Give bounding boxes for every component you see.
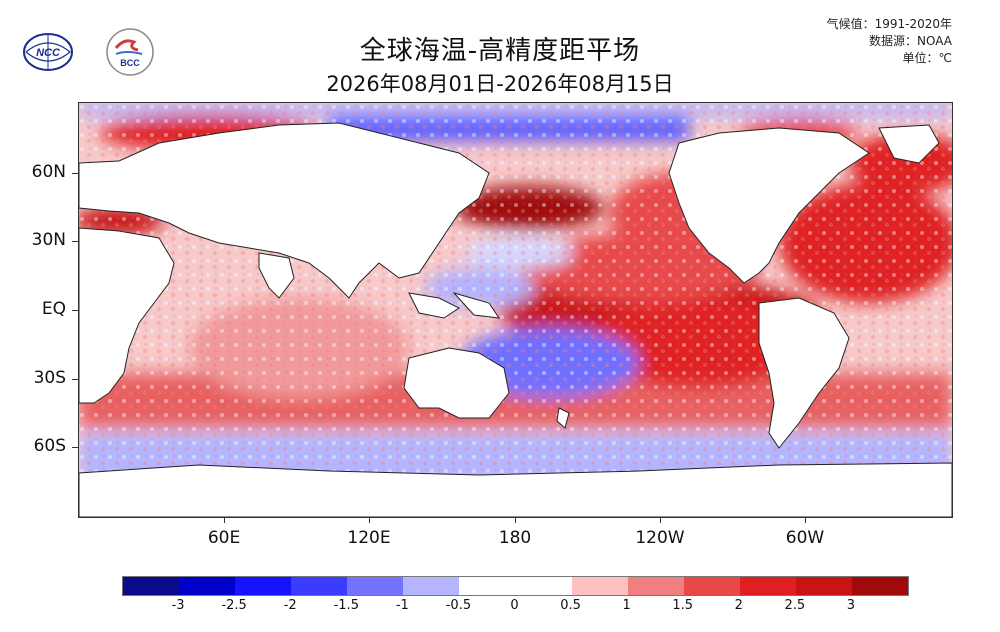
ncc-logo: NCC — [23, 33, 73, 71]
legend-swatch — [627, 577, 684, 595]
lon-label-120e: 120E — [347, 528, 391, 548]
legend-label: -3 — [171, 598, 185, 613]
legend-label: 2.5 — [784, 598, 806, 613]
legend-swatch — [403, 577, 460, 595]
legend-swatch — [852, 577, 909, 595]
tick-eq — [72, 310, 78, 311]
legend-swatch — [291, 577, 348, 595]
lon-label-180: 180 — [498, 528, 532, 548]
tick-120e — [369, 517, 370, 523]
meta-info: 气候值：1991-2020年 数据源：NOAA 单位：℃ — [827, 16, 952, 67]
legend-label: 1.5 — [672, 598, 694, 613]
legend-swatch — [459, 577, 516, 595]
legend-label: -2 — [283, 598, 297, 613]
legend-label: 0 — [510, 598, 519, 613]
tick-120w — [660, 517, 661, 523]
lon-label-120w: 120W — [635, 528, 685, 548]
legend-label: -2.5 — [221, 598, 247, 613]
legend-swatch — [571, 577, 628, 595]
legend-label: 2 — [734, 598, 743, 613]
lat-label-eq: EQ — [41, 299, 66, 319]
source-text: 数据源：NOAA — [869, 34, 952, 48]
legend-label: -1.5 — [333, 598, 359, 613]
lon-label-60w: 60W — [785, 528, 825, 548]
tick-60s — [72, 447, 78, 448]
lon-label-60e: 60E — [207, 528, 241, 548]
tick-30s — [72, 379, 78, 380]
legend-swatch — [347, 577, 404, 595]
legend-label: 1 — [622, 598, 631, 613]
legend-swatch — [795, 577, 853, 595]
lat-label-30s: 30S — [33, 368, 66, 388]
legend-swatch — [235, 577, 292, 595]
tick-60w — [805, 517, 806, 523]
legend-swatch — [123, 577, 180, 595]
legend-swatch — [179, 577, 236, 595]
lat-label-60n: 60N — [31, 162, 66, 182]
date-range: 2026年08月01日-2026年08月15日 — [326, 72, 674, 96]
color-legend — [122, 576, 909, 596]
legend-label: -1 — [395, 598, 409, 613]
lat-label-30n: 30N — [31, 230, 66, 250]
unit-text: 单位：℃ — [902, 51, 952, 65]
map-svg — [79, 103, 952, 517]
bcc-logo-text: BCC — [120, 58, 140, 68]
legend-swatch — [515, 577, 572, 595]
tick-60e — [224, 517, 225, 523]
legend-swatch — [683, 577, 740, 595]
tick-30n — [72, 241, 78, 242]
page-title: 全球海温-高精度距平场 — [359, 36, 641, 66]
legend-label: -0.5 — [445, 598, 472, 613]
bcc-logo: BCC — [106, 28, 154, 76]
legend-swatch — [739, 577, 796, 595]
sst-anomaly-map — [78, 102, 953, 518]
tick-180 — [515, 517, 516, 523]
lat-label-60s: 60S — [33, 436, 66, 456]
ncc-logo-text: NCC — [36, 47, 61, 59]
climatology-text: 气候值：1991-2020年 — [826, 17, 952, 31]
legend-label: 0.5 — [560, 598, 581, 613]
tick-60n — [72, 173, 78, 174]
legend-label: 3 — [846, 598, 856, 613]
